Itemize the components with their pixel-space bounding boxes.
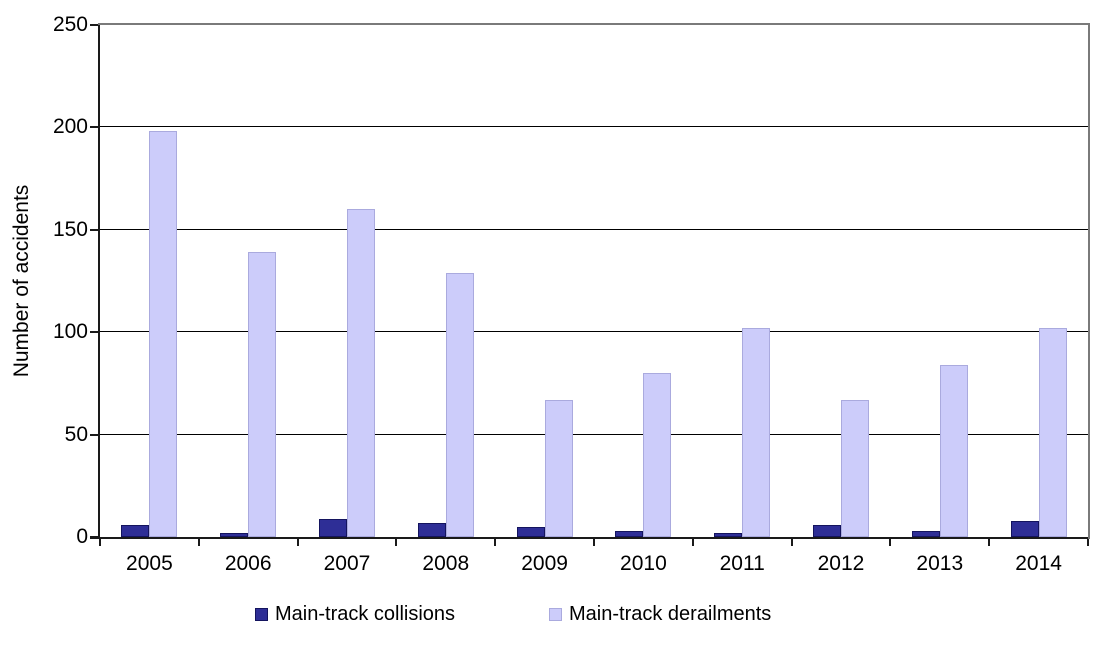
y-tick-label: 0 bbox=[76, 525, 88, 548]
collisions-swatch-icon bbox=[255, 607, 268, 621]
y-tick-mark bbox=[90, 126, 100, 128]
legend-entry-derailments: Main-track derailments bbox=[549, 602, 771, 626]
x-axis-line bbox=[90, 537, 1088, 539]
x-tick-mark bbox=[691, 537, 694, 546]
x-tick-mark bbox=[889, 537, 892, 546]
plot-border-top bbox=[98, 23, 1090, 25]
x-tick-label: 2008 bbox=[422, 552, 470, 575]
x-tick-mark bbox=[197, 537, 200, 546]
gridline-200 bbox=[100, 126, 1088, 127]
x-tick-label: 2007 bbox=[323, 552, 371, 575]
derailments-swatch-icon bbox=[549, 607, 562, 621]
legend-label-collisions: Main-track collisions bbox=[275, 602, 456, 625]
gridline-150 bbox=[100, 229, 1088, 230]
gridline-100 bbox=[100, 331, 1088, 332]
legend-entry-collisions: Main-track collisions bbox=[255, 602, 455, 626]
bar-collisions-2005 bbox=[121, 525, 150, 537]
bar-derailments-2009 bbox=[544, 400, 573, 537]
y-tick-mark bbox=[90, 24, 100, 26]
y-tick-label: 150 bbox=[52, 218, 88, 241]
x-tick-mark bbox=[395, 537, 398, 546]
x-tick-label: 2013 bbox=[916, 552, 964, 575]
bar-derailments-2010 bbox=[643, 373, 672, 537]
bar-derailments-2011 bbox=[742, 328, 771, 537]
bar-derailments-2007 bbox=[347, 209, 375, 537]
x-tick-mark bbox=[593, 537, 595, 546]
x-tick-mark bbox=[988, 537, 991, 546]
x-tick-label: 2011 bbox=[719, 552, 765, 575]
x-tick-mark bbox=[790, 537, 793, 546]
x-tick-label: 2006 bbox=[224, 552, 272, 575]
x-tick-mark bbox=[99, 537, 101, 546]
bar-collisions-2010 bbox=[615, 531, 644, 537]
x-tick-label: 2005 bbox=[126, 552, 173, 575]
y-axis-title: Number of accidents bbox=[10, 184, 33, 378]
bar-collisions-2009 bbox=[516, 527, 545, 537]
y-tick-label: 200 bbox=[52, 115, 88, 138]
bar-derailments-2012 bbox=[841, 400, 869, 537]
bar-derailments-2014 bbox=[1038, 328, 1067, 537]
x-tick-mark bbox=[494, 537, 497, 546]
bar-collisions-2008 bbox=[417, 523, 446, 537]
x-tick-label: 2014 bbox=[1015, 552, 1062, 575]
bar-derailments-2005 bbox=[149, 131, 178, 537]
y-tick-mark bbox=[90, 331, 100, 333]
y-tick-label: 50 bbox=[64, 423, 88, 446]
x-tick-mark bbox=[296, 537, 299, 546]
x-tick-label: 2009 bbox=[521, 552, 568, 575]
y-axis-line bbox=[98, 25, 100, 537]
gridline-50 bbox=[100, 434, 1088, 435]
bar-collisions-2007 bbox=[319, 519, 347, 537]
bar-collisions-2006 bbox=[220, 533, 249, 537]
bar-collisions-2012 bbox=[813, 525, 841, 537]
bar-derailments-2013 bbox=[939, 365, 968, 537]
legend-label-derailments: Main-track derailments bbox=[569, 602, 772, 625]
bar-collisions-2011 bbox=[714, 533, 743, 537]
plot-border-right bbox=[1088, 23, 1090, 539]
x-tick-mark bbox=[1087, 537, 1089, 546]
bar-collisions-2013 bbox=[911, 531, 940, 537]
y-tick-mark bbox=[90, 229, 100, 231]
y-tick-label: 250 bbox=[52, 13, 88, 36]
x-tick-label: 2010 bbox=[620, 552, 667, 575]
bar-derailments-2008 bbox=[445, 273, 474, 537]
x-tick-label: 2012 bbox=[817, 552, 865, 575]
bar-collisions-2014 bbox=[1010, 521, 1039, 537]
y-tick-label: 100 bbox=[52, 320, 88, 343]
bar-derailments-2006 bbox=[248, 252, 277, 537]
legend: Main-track collisions Main-track derailm… bbox=[0, 598, 1100, 628]
y-tick-mark bbox=[90, 434, 100, 436]
